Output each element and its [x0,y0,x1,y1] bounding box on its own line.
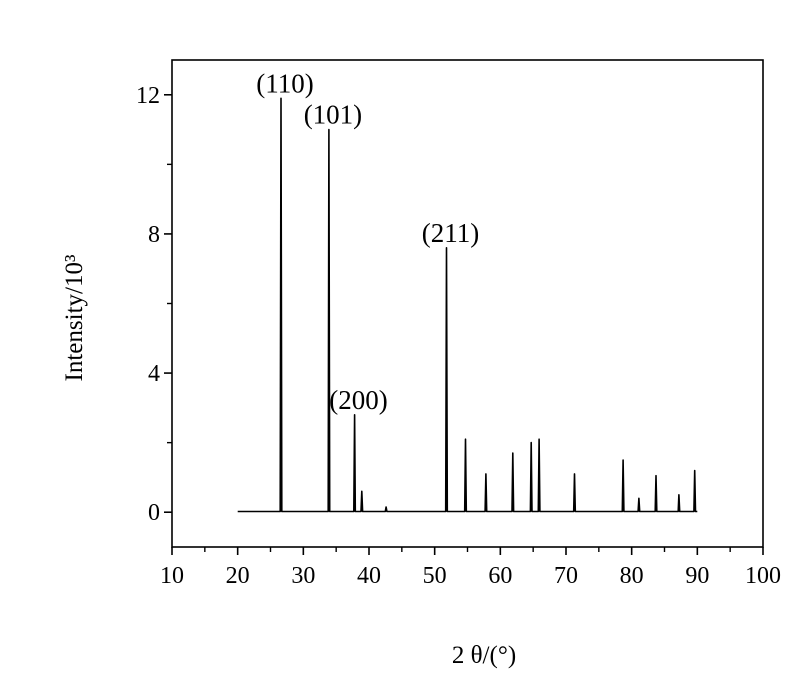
peak-label: (200) [329,385,387,415]
x-tick-label: 50 [423,563,447,589]
x-tick-label: 80 [620,563,644,589]
x-tick-label: 70 [554,563,578,589]
peak-label: (110) [256,68,313,98]
y-tick-label: 0 [148,500,160,526]
x-tick-label: 40 [357,563,381,589]
xrd-pattern-line [237,97,698,513]
series [237,97,698,513]
x-tick-label: 20 [226,563,250,589]
peak-annotations: (110)(101) (200) (211) [256,68,479,415]
peak-label: (211) [422,218,479,248]
x-tick-label: 60 [488,563,512,589]
x-tick-label: 30 [291,563,315,589]
y-tick-label: 8 [148,222,160,248]
x-axis-ticks: 10 20 30 40 50 60 70 80 90 100 [160,547,781,589]
plot-frame [171,59,764,548]
x-tick-label: 90 [685,563,709,589]
y-tick-label: 4 [148,361,160,387]
y-tick-label: 12 [136,83,160,109]
y-axis-title: Intensity/10³ [61,254,88,381]
peak-label: (101) [304,100,362,130]
x-axis-title: 2 θ/(°) [452,642,516,669]
x-tick-label: 10 [160,563,184,589]
axes [171,59,764,548]
y-axis-ticks: 0 4 8 12 [136,83,172,526]
x-tick-label: 100 [745,563,781,589]
